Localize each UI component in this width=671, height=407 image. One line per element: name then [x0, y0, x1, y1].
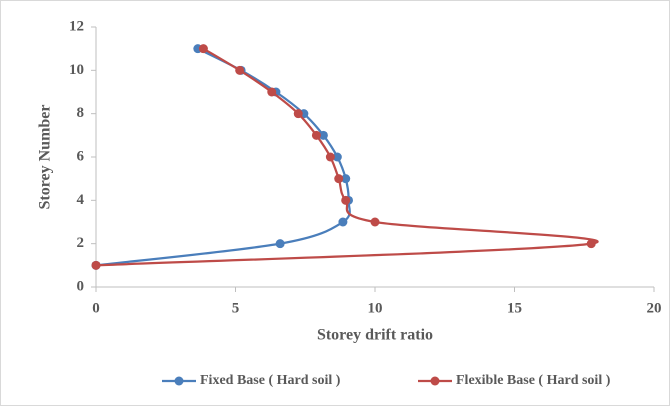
- data-point: [293, 109, 303, 119]
- data-point: [338, 217, 348, 227]
- data-point: [275, 239, 285, 249]
- x-tick-label: 15: [507, 300, 522, 316]
- data-point: [235, 65, 245, 75]
- data-point: [267, 87, 277, 97]
- y-axis-title: Storey Number: [37, 104, 54, 209]
- x-tick-label: 5: [232, 300, 240, 316]
- legend-marker: [430, 376, 440, 386]
- data-point: [334, 174, 344, 184]
- data-point: [91, 260, 101, 270]
- legend-label: Flexible Base ( Hard soil ): [456, 373, 611, 388]
- y-tick-label: 6: [77, 148, 85, 164]
- y-tick-label: 0: [77, 278, 85, 294]
- data-point: [341, 174, 351, 184]
- y-tick-label: 2: [77, 235, 85, 251]
- y-tick-label: 12: [69, 18, 84, 34]
- y-tick-label: 4: [77, 192, 85, 208]
- data-point: [332, 152, 342, 162]
- x-axis-title: Storey drift ratio: [317, 327, 433, 344]
- data-point: [198, 44, 208, 54]
- data-point: [325, 152, 335, 162]
- legend-label: Fixed Base ( Hard soil ): [200, 373, 341, 388]
- x-tick-label: 20: [647, 300, 662, 316]
- x-tick-label: 0: [92, 300, 100, 316]
- data-point: [586, 239, 596, 249]
- data-point: [311, 130, 321, 140]
- y-tick-label: 8: [77, 105, 85, 121]
- data-point: [318, 130, 328, 140]
- data-point: [370, 217, 380, 227]
- data-point: [341, 195, 351, 205]
- x-tick-label: 10: [368, 300, 383, 316]
- y-tick-label: 10: [69, 62, 84, 78]
- legend-marker: [174, 376, 184, 386]
